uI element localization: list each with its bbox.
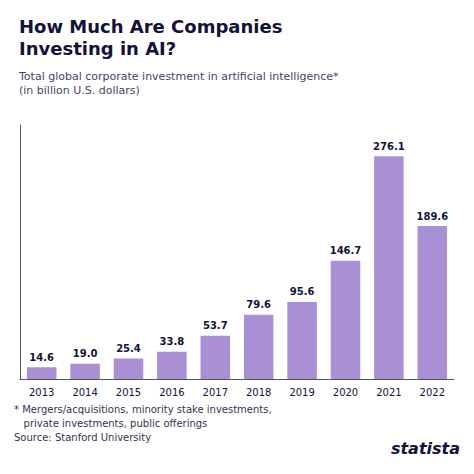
svg-text:Total global corporate investm: Total global corporate investment in art… bbox=[18, 70, 339, 83]
svg-text:95.6: 95.6 bbox=[290, 286, 315, 297]
svg-text:2019: 2019 bbox=[289, 387, 314, 398]
svg-text:2014: 2014 bbox=[72, 387, 97, 398]
svg-text:Investing in AI?: Investing in AI? bbox=[19, 38, 176, 59]
svg-text:2013: 2013 bbox=[29, 387, 54, 398]
svg-text:2016: 2016 bbox=[159, 387, 184, 398]
svg-text:14.6: 14.6 bbox=[29, 352, 54, 363]
svg-text:2015: 2015 bbox=[116, 387, 141, 398]
svg-text:33.8: 33.8 bbox=[160, 336, 185, 347]
svg-text:(in billion U.S. dollars): (in billion U.S. dollars) bbox=[19, 84, 140, 97]
svg-text:146.7: 146.7 bbox=[330, 245, 362, 256]
svg-text:276.1: 276.1 bbox=[373, 141, 405, 152]
svg-text:79.6: 79.6 bbox=[246, 299, 271, 310]
svg-text:Source: Stanford University: Source: Stanford University bbox=[14, 432, 151, 443]
svg-text:19.0: 19.0 bbox=[73, 348, 98, 359]
svg-text:25.4: 25.4 bbox=[116, 343, 141, 354]
svg-text:2021: 2021 bbox=[376, 387, 401, 398]
svg-text:189.6: 189.6 bbox=[416, 211, 448, 222]
svg-text:2018: 2018 bbox=[246, 387, 271, 398]
svg-text:2022: 2022 bbox=[420, 387, 445, 398]
svg-text:statista: statista bbox=[391, 439, 460, 458]
svg-text:* Mergers/acquisitions, minori: * Mergers/acquisitions, minority stake i… bbox=[14, 404, 272, 415]
svg-text:2017: 2017 bbox=[203, 387, 228, 398]
svg-text:private investments, public of: private investments, public offerings bbox=[14, 418, 207, 429]
svg-text:How Much Are Companies: How Much Are Companies bbox=[19, 16, 282, 37]
svg-text:2020: 2020 bbox=[333, 387, 358, 398]
svg-text:53.7: 53.7 bbox=[203, 320, 228, 331]
